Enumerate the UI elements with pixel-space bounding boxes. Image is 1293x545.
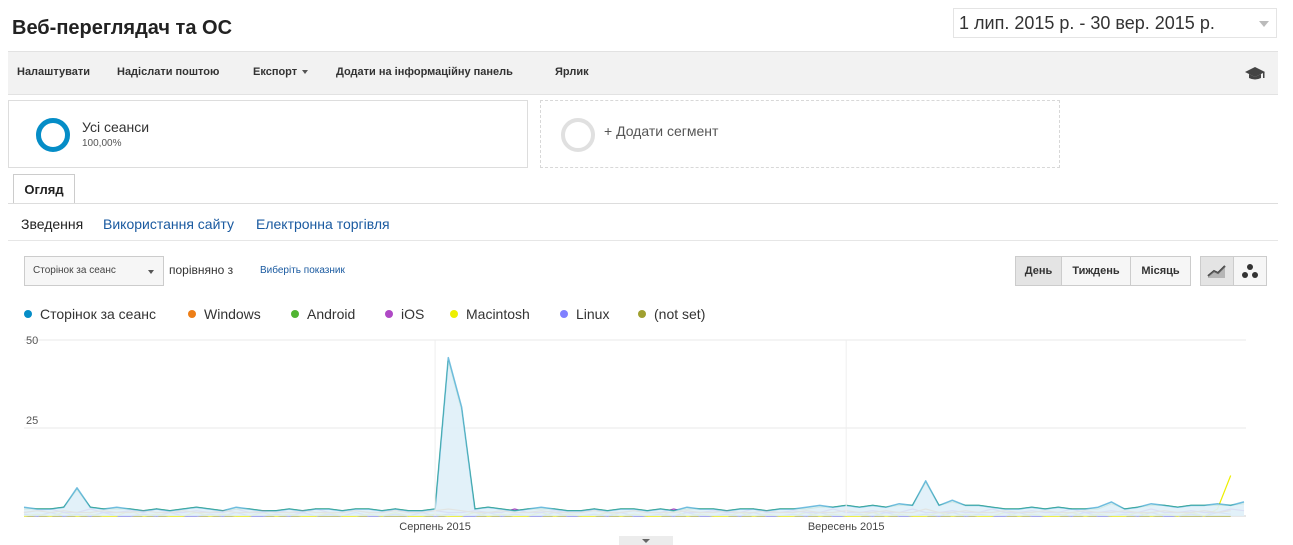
- segment-all-sessions[interactable]: Усі сеанси 100,00%: [8, 100, 528, 168]
- legend-dot: [291, 310, 299, 318]
- motion-chart-button[interactable]: [1233, 256, 1267, 286]
- legend-dot: [638, 310, 646, 318]
- legend-label: Linux: [576, 306, 610, 322]
- segment-percent: 100,00%: [82, 138, 122, 149]
- shortcut-button[interactable]: Ярлик: [555, 66, 589, 78]
- y-tick-25: 25: [26, 415, 38, 427]
- export-button[interactable]: Експорт: [253, 66, 309, 78]
- date-range-label: 1 лип. 2015 р. - 30 вер. 2015 р.: [959, 13, 1215, 33]
- chevron-down-icon: [1259, 21, 1269, 27]
- empty-ring-icon: [561, 118, 595, 152]
- y-tick-50: 50: [26, 335, 38, 347]
- segment-ring-icon: [36, 118, 70, 152]
- week-button[interactable]: Тиждень: [1061, 256, 1131, 286]
- series-layer: [23, 356, 1245, 517]
- motion-chart-icon: [1242, 264, 1258, 278]
- x-tick-september: Вересень 2015: [808, 521, 885, 533]
- add-segment-label: + Додати сегмент: [604, 123, 719, 139]
- series-area-сторінок-за-сеанс: [24, 357, 1244, 516]
- legend-dot: [450, 310, 458, 318]
- pick-metric-link[interactable]: Виберіть показник: [260, 265, 345, 276]
- section-divider: [8, 240, 1278, 241]
- compare-label: порівняно з: [169, 263, 234, 277]
- metric-select-label: Сторінок за сеанс: [33, 265, 116, 276]
- caret-down-icon: [302, 70, 309, 75]
- metric-select[interactable]: Сторінок за сеанс: [24, 256, 164, 286]
- toolbar: Налаштувати Надіслати поштою Експорт Дод…: [8, 51, 1278, 95]
- x-tick-august: Серпень 2015: [399, 521, 471, 533]
- subtab-summary[interactable]: Зведення: [21, 216, 84, 232]
- tab-overview[interactable]: Огляд: [13, 174, 75, 204]
- legend-item-ios: iOS: [385, 306, 424, 322]
- line-chart: 25 50 Серпень 2015 Вересень 2015: [23, 335, 1246, 533]
- date-range-picker[interactable]: 1 лип. 2015 р. - 30 вер. 2015 р.: [953, 8, 1277, 38]
- subtab-ecommerce[interactable]: Електронна торгівля: [256, 216, 390, 232]
- series-line-android: [24, 360, 1245, 512]
- segment-name: Усі сеанси: [82, 119, 150, 135]
- legend-label: Android: [307, 306, 356, 322]
- legend-item-linux: Linux: [560, 306, 609, 322]
- tab-divider: [8, 203, 1278, 204]
- chevron-down-icon: [642, 539, 650, 543]
- legend-dot: [188, 310, 196, 318]
- legend-item-pages-per-session: Сторінок за сеанс: [24, 306, 156, 322]
- legend-item-not-set: (not set): [638, 306, 705, 322]
- series-line-сторінок-за-сеанс: [23, 356, 1245, 512]
- add-segment-button[interactable]: + Додати сегмент: [540, 100, 1060, 168]
- legend-label: Macintosh: [466, 306, 530, 322]
- legend-label: Сторінок за сеанс: [40, 306, 156, 322]
- add-to-dashboard-button[interactable]: Додати на інформаційну панель: [336, 66, 513, 78]
- line-chart-button[interactable]: [1200, 256, 1234, 286]
- graduation-cap-icon[interactable]: [1244, 66, 1266, 82]
- subtab-site-usage[interactable]: Використання сайту: [103, 216, 234, 232]
- expand-button[interactable]: [619, 536, 673, 545]
- legend-label: (not set): [654, 306, 706, 322]
- caret-down-icon: [148, 270, 154, 274]
- legend-item-macintosh: Macintosh: [450, 306, 530, 322]
- line-chart-icon: [1207, 265, 1226, 278]
- settings-button[interactable]: Налаштувати: [17, 66, 90, 78]
- email-button[interactable]: Надіслати поштою: [117, 66, 220, 78]
- legend-item-android: Android: [291, 306, 355, 322]
- day-button[interactable]: День: [1015, 256, 1062, 286]
- legend-label: Windows: [204, 306, 261, 322]
- legend-dot: [24, 310, 32, 318]
- page-title: Веб-переглядач та ОС: [12, 17, 233, 39]
- legend-dot: [385, 310, 393, 318]
- legend-dot: [560, 310, 568, 318]
- legend-item-windows: Windows: [188, 306, 261, 322]
- month-button[interactable]: Місяць: [1130, 256, 1191, 286]
- legend-label: iOS: [401, 306, 425, 322]
- export-label: Експорт: [253, 66, 298, 78]
